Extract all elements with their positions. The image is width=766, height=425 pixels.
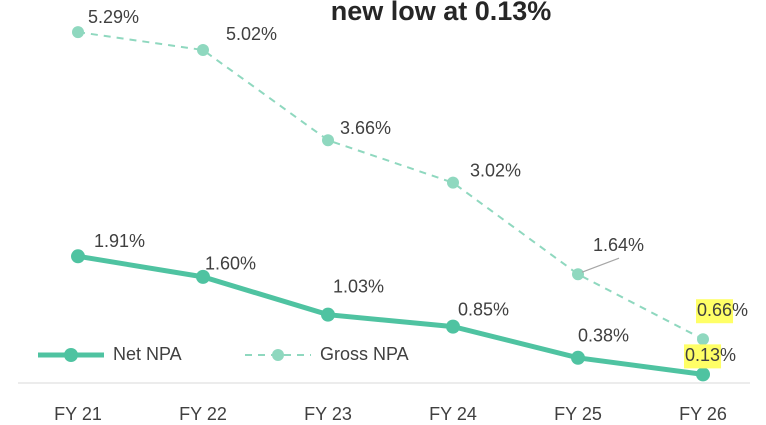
point [196,269,210,284]
data-label: 1.64% [593,235,644,255]
legend-label: Gross NPA [320,344,409,364]
series-line [77,253,704,377]
point [572,268,584,281]
legend-marker [64,348,78,362]
data-label: 0.85% [458,299,509,319]
point [571,350,585,365]
leader-line [581,257,620,273]
data-label: 1.60% [205,254,256,274]
x-tick-label: FY 26 [679,404,727,424]
data-label: 1.03% [333,276,384,296]
x-tick-label: FY 25 [554,404,602,424]
legend-marker [272,349,284,361]
data-label: 5.02% [226,24,277,44]
x-tick-label: FY 22 [179,404,227,424]
point [71,249,85,264]
data-label: 3.02% [470,160,521,180]
point [697,333,709,346]
x-tick-label: FY 24 [429,404,477,424]
label-highlight [684,344,722,369]
data-label: 0.13% [685,345,736,365]
data-label: 0.66% [697,300,748,320]
point [447,176,459,189]
labels: 1.91% 1.60% 1.03% 0.85% 0.38% 0.13% 5.29% 5.02%… [88,7,748,369]
series-line [77,31,704,341]
point [72,26,84,39]
legend-label: Net NPA [113,344,182,364]
data-label: 3.66% [340,118,391,138]
point [322,134,334,147]
data-label: 5.29% [88,7,139,27]
data-label: 1.91% [94,231,145,251]
label-highlight [696,299,734,324]
point [696,367,710,382]
x-tick-label: FY 21 [54,404,102,424]
point [446,319,460,334]
data-label: 0.38% [578,326,629,346]
x-tick-label: FY 23 [304,404,352,424]
chart-title: new low at 0.13% [331,0,552,26]
point [321,307,335,322]
point [197,44,209,57]
